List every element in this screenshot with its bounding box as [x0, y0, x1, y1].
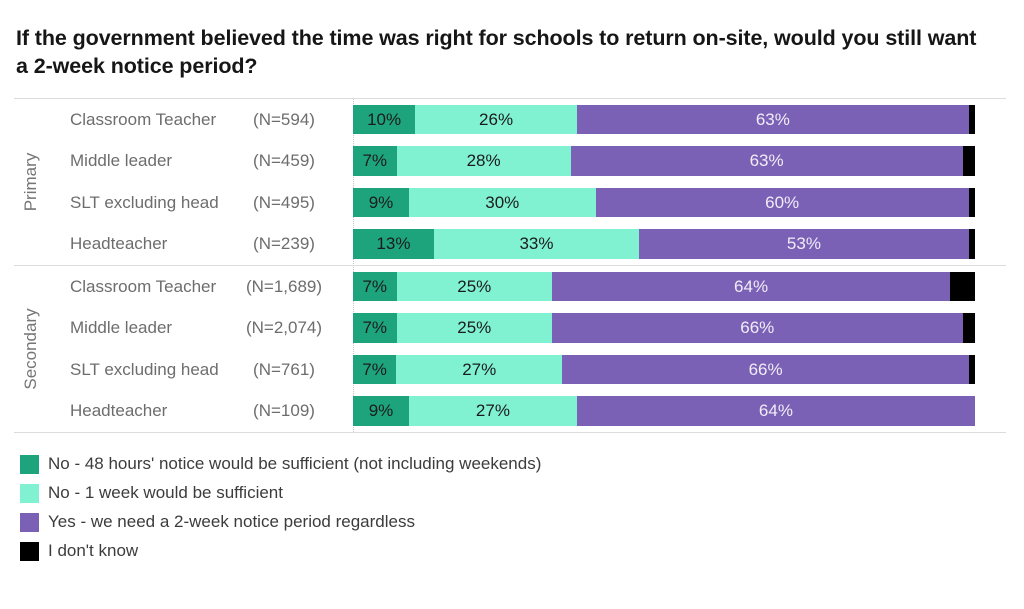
stacked-bar: 9% 27% 64%: [353, 396, 975, 426]
legend-label: Yes - we need a 2-week notice period reg…: [48, 512, 415, 532]
group-label-primary: Primary: [21, 152, 40, 212]
bar-segment-48-hours: 7%: [353, 354, 397, 385]
legend: No - 48 hours' notice would be sufficien…: [20, 450, 1024, 566]
row-label: SLT excluding head: [70, 359, 219, 379]
stacked-bar: 7% 25% 66%: [353, 313, 975, 343]
bar-segment-48-hours: 7%: [353, 271, 397, 302]
bar-segment-48-hours: 13%: [353, 229, 434, 259]
legend-item-dont-know: I don't know: [20, 537, 1024, 566]
bar-segment-48-hours: 7%: [353, 146, 397, 176]
bar-segment-dont-know: [968, 104, 975, 135]
bar-segment-2-week: 64%: [576, 396, 975, 426]
bar-segment-dont-know: [962, 313, 975, 343]
bar-segment-48-hours: 9%: [353, 396, 409, 426]
bar-segment-2-week: 66%: [552, 313, 963, 343]
bar-segment-2-week: 63%: [576, 104, 969, 135]
legend-item-2-week: Yes - we need a 2-week notice period reg…: [20, 508, 1024, 537]
table-row: Middle leader (N=459) 7% 28% 63%: [14, 140, 1006, 182]
bar-segment-1-week: 26%: [415, 104, 577, 135]
bar-segment-2-week: 63%: [570, 146, 963, 176]
table-row: Middle leader (N=2,074) 7% 25% 66%: [14, 307, 1006, 349]
bar-segment-2-week: 53%: [639, 229, 969, 259]
table-row: SLT excluding head (N=495) 9% 30% 60%: [14, 182, 1006, 224]
row-label: Classroom Teacher: [70, 109, 217, 129]
group-primary: Primary Classroom Teacher (N=594) 10% 26…: [14, 97, 1006, 265]
stacked-bar: 9% 30% 60%: [353, 187, 975, 218]
row-label: Classroom Teacher: [70, 276, 217, 296]
legend-label: I don't know: [48, 541, 139, 561]
row-sample-size: (N=109): [253, 401, 315, 420]
plot-area: Primary Classroom Teacher (N=594) 10% 26…: [14, 97, 1006, 433]
legend-swatch-mint: [20, 483, 39, 503]
bar-segment-48-hours: 9%: [353, 187, 409, 218]
bar-segment-1-week: 27%: [396, 354, 563, 385]
legend-item-48-hours: No - 48 hours' notice would be sufficien…: [20, 450, 1024, 479]
legend-label: No - 1 week would be sufficient: [48, 483, 283, 503]
page-title: If the government believed the time was …: [16, 26, 977, 79]
bar-segment-2-week: 60%: [595, 187, 969, 218]
stacked-bar: 7% 25% 64%: [353, 271, 975, 302]
row-label: Headteacher: [70, 234, 168, 253]
legend-swatch-black: [20, 541, 39, 561]
bar-segment-dont-know: [950, 271, 975, 302]
bar-segment-1-week: 33%: [433, 229, 640, 259]
row-label: Middle leader: [70, 318, 173, 337]
row-sample-size: (N=239): [253, 234, 315, 253]
table-row: Headteacher (N=239) 13% 33% 53%: [14, 223, 1006, 265]
legend-item-1-week: No - 1 week would be sufficient: [20, 479, 1024, 508]
table-row: SLT excluding head (N=761) 7% 27% 66%: [14, 349, 1006, 391]
stacked-bar: 7% 27% 66%: [353, 354, 975, 385]
bar-segment-1-week: 28%: [396, 146, 571, 176]
bar-segment-48-hours: 10%: [353, 104, 416, 135]
stacked-bar: 10% 26% 63%: [353, 104, 975, 135]
row-sample-size: (N=459): [253, 151, 315, 170]
row-sample-size: (N=1,689): [245, 276, 323, 296]
row-sample-size: (N=761): [253, 359, 315, 379]
bar-segment-dont-know: [968, 187, 975, 218]
group-label-secondary: Secondary: [21, 308, 40, 390]
bar-segment-dont-know: [968, 354, 975, 385]
group-secondary: Secondary Classroom Teacher (N=1,689) 7%…: [14, 264, 1006, 432]
bar-segment-1-week: 27%: [408, 396, 577, 426]
bar-segment-1-week: 25%: [396, 271, 553, 302]
row-sample-size: (N=495): [253, 192, 315, 212]
row-sample-size: (N=2,074): [245, 318, 323, 337]
legend-label: No - 48 hours' notice would be sufficien…: [48, 454, 542, 474]
table-row: Classroom Teacher (N=594) 10% 26% 63%: [14, 99, 1006, 141]
legend-swatch-purple: [20, 512, 39, 532]
stacked-bar: 13% 33% 53%: [353, 229, 975, 259]
bar-segment-1-week: 30%: [408, 187, 596, 218]
bar-segment-48-hours: 7%: [353, 313, 397, 343]
row-label: Headteacher: [70, 401, 168, 420]
row-label: SLT excluding head: [70, 192, 219, 212]
row-sample-size: (N=594): [253, 109, 315, 129]
bar-segment-2-week: 66%: [562, 354, 969, 385]
stacked-bar-chart: Primary Classroom Teacher (N=594) 10% 26…: [14, 97, 1006, 433]
table-row: Classroom Teacher (N=1,689) 7% 25% 64%: [14, 266, 1006, 308]
bar-segment-dont-know: [962, 146, 975, 176]
legend-swatch-green: [20, 454, 39, 474]
bar-segment-1-week: 25%: [396, 313, 553, 343]
row-label: Middle leader: [70, 151, 173, 170]
table-row: Headteacher (N=109) 9% 27% 64%: [14, 390, 1006, 432]
bar-segment-2-week: 64%: [552, 271, 951, 302]
stacked-bar: 7% 28% 63%: [353, 146, 975, 176]
bar-segment-dont-know: [968, 229, 975, 259]
